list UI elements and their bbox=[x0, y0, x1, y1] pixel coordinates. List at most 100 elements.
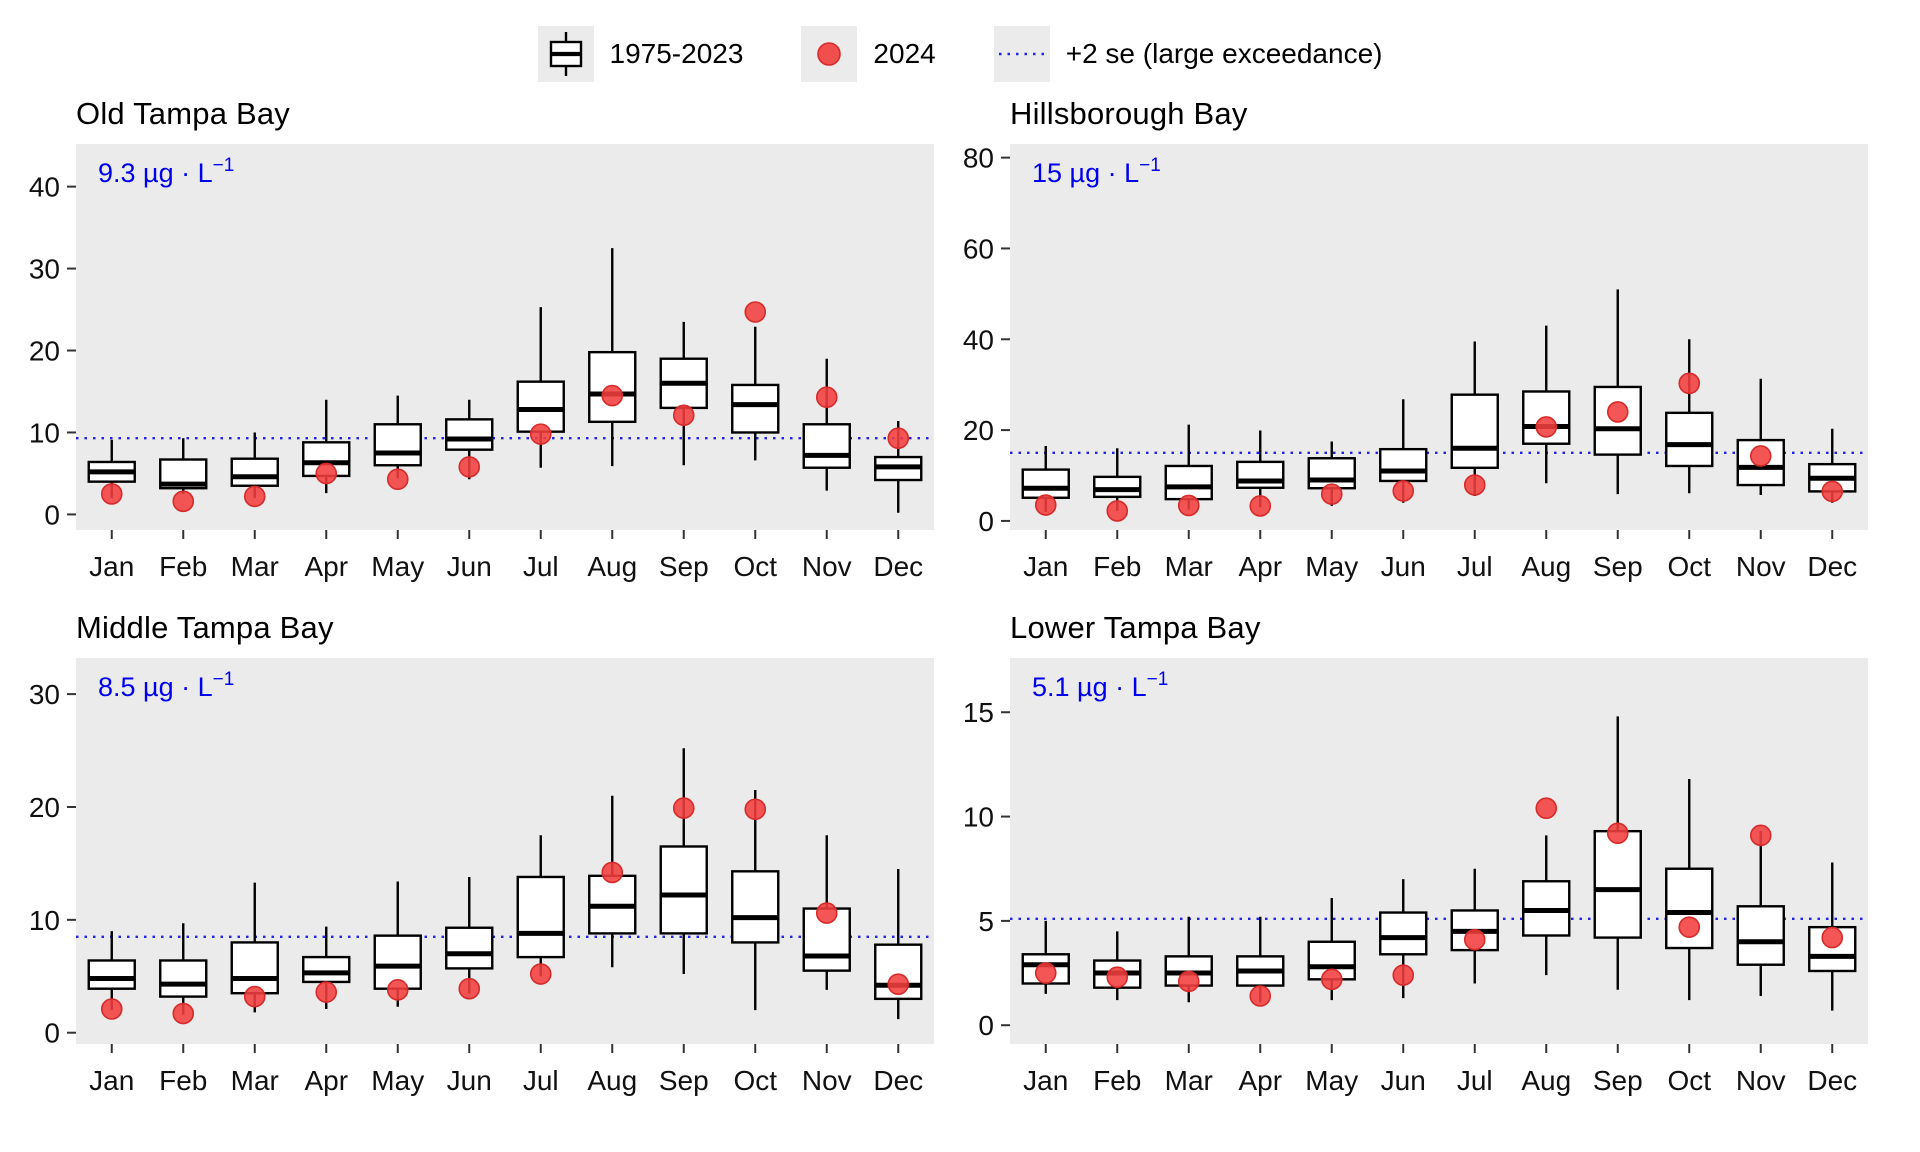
x-tick-label: Dec bbox=[1807, 551, 1857, 582]
panel-lower-tampa-bay: Lower Tampa Bay 0 5 10 15 5.1 µg · L−1 Jan Feb… bbox=[952, 610, 1900, 1107]
boxplot-apr bbox=[1236, 430, 1285, 508]
y-tick-label: 80 bbox=[963, 143, 994, 174]
boxplot-may bbox=[373, 395, 422, 479]
x-tick-label: Aug bbox=[587, 551, 637, 582]
dot-2024-jul bbox=[1463, 474, 1486, 496]
iqr-box bbox=[731, 383, 780, 434]
x-tick-label: Jan bbox=[89, 551, 134, 582]
legend-label-threshold: +2 se (large exceedance) bbox=[1065, 38, 1383, 69]
threshold-annotation: 5.1 µg · L−1 bbox=[1032, 669, 1168, 702]
x-tick-label: Jul bbox=[523, 551, 559, 582]
y-tick-label: 10 bbox=[29, 417, 60, 448]
dot-2024-aug bbox=[1535, 797, 1558, 820]
dot-2024-dec bbox=[1821, 480, 1844, 503]
plot-background bbox=[1010, 658, 1868, 1044]
x-tick-label: Oct bbox=[733, 551, 777, 582]
x-tick-label: Jul bbox=[1457, 1065, 1493, 1096]
dot-2024-mar bbox=[243, 985, 266, 1008]
boxplot-may bbox=[1307, 897, 1356, 1001]
iqr-box bbox=[1665, 411, 1714, 468]
x-tick-label: Jan bbox=[1023, 551, 1068, 582]
y-tick-label: 40 bbox=[29, 172, 60, 203]
threshold-annotation: 8.5 µg · L−1 bbox=[98, 669, 234, 702]
dot-2024-jun bbox=[1392, 964, 1415, 986]
dot-2024-may bbox=[1320, 968, 1343, 991]
dot-2024-jan bbox=[100, 483, 123, 505]
iqr-box bbox=[373, 423, 422, 467]
y-tick-label: 0 bbox=[978, 1010, 994, 1041]
x-tick-label: Oct bbox=[1667, 551, 1711, 582]
boxplot-jul bbox=[516, 835, 565, 977]
dot-2024-oct bbox=[1678, 916, 1701, 938]
iqr-box bbox=[1593, 385, 1642, 456]
dot-2024-mar bbox=[1177, 494, 1200, 517]
iqr-box bbox=[445, 418, 494, 451]
panel-hillsborough-bay: Hillsborough Bay 0 20 40 60 80 15 µg · L−1 Jan… bbox=[952, 96, 1900, 593]
dot-2024-feb bbox=[1106, 500, 1129, 522]
boxplot-sep bbox=[1593, 289, 1642, 495]
dot-2024-sep bbox=[1606, 822, 1629, 845]
x-tick-label: Jun bbox=[447, 1065, 492, 1096]
panel-title: Old Tampa Bay bbox=[76, 96, 290, 131]
y-tick-label: 0 bbox=[978, 506, 994, 537]
boxplot-may bbox=[1307, 441, 1356, 506]
panel-title: Hillsborough Bay bbox=[1010, 96, 1248, 131]
y-tick-label: 10 bbox=[29, 905, 60, 936]
x-tick-label: Nov bbox=[1736, 1065, 1786, 1096]
legend-label-2024: 2024 bbox=[873, 38, 936, 69]
dot-2024-nov bbox=[1749, 445, 1772, 467]
dot-2024-dec bbox=[887, 427, 910, 450]
boxplot-mar bbox=[1164, 424, 1213, 510]
boxplot-jan bbox=[87, 439, 136, 499]
panel-old-tampa-bay: Old Tampa Bay 0 10 20 30 40 9.3 µg · L−1 Jan Fe… bbox=[18, 96, 966, 593]
y-tick-label: 20 bbox=[29, 336, 60, 367]
x-tick-label: Feb bbox=[159, 551, 207, 582]
iqr-box bbox=[230, 457, 279, 487]
y-tick-label: 0 bbox=[44, 1018, 60, 1049]
panel-middle-tampa-bay: Middle Tampa Bay 0 10 20 30 8.5 µg · L−1 Jan F… bbox=[18, 610, 966, 1107]
iqr-box bbox=[1236, 460, 1285, 489]
dot-2024-sep bbox=[672, 797, 695, 819]
iqr-box bbox=[1164, 464, 1213, 501]
legend-item-threshold: +2 se (large exceedance) bbox=[993, 26, 1383, 82]
boxplot-nov bbox=[802, 358, 851, 491]
x-tick-label: Sep bbox=[1593, 551, 1643, 582]
x-tick-label: Jan bbox=[89, 1065, 134, 1096]
x-tick-label: Nov bbox=[1736, 551, 1786, 582]
panel-title: Lower Tampa Bay bbox=[1010, 610, 1261, 645]
iqr-box bbox=[731, 870, 780, 944]
x-tick-label: Apr bbox=[1238, 1065, 1282, 1096]
dot-2024-apr bbox=[1249, 985, 1272, 1007]
x-tick-label: Sep bbox=[659, 551, 709, 582]
x-tick-label: May bbox=[1305, 551, 1358, 582]
dot-2024-sep bbox=[672, 404, 695, 427]
x-tick-label: Feb bbox=[1093, 551, 1141, 582]
boxplot-nov bbox=[1736, 831, 1785, 997]
x-tick-label: Sep bbox=[1593, 1065, 1643, 1096]
x-tick-label: Dec bbox=[873, 1065, 923, 1096]
boxplot-mar bbox=[230, 882, 279, 1013]
y-tick-label: 30 bbox=[29, 254, 60, 285]
y-tick-label: 20 bbox=[29, 792, 60, 823]
x-tick-label: Feb bbox=[159, 1065, 207, 1096]
boxplot-chart-middle-tampa-bay: 0 10 20 30 8.5 µg · L−1 Jan Feb Mar Apr May Jun Jul… bbox=[29, 658, 934, 1096]
dot-2024-jun bbox=[1392, 480, 1415, 502]
x-tick-label: May bbox=[371, 551, 424, 582]
dot-2024-feb bbox=[172, 1002, 195, 1025]
boxplot-jun bbox=[445, 876, 494, 994]
x-tick-label: Oct bbox=[733, 1065, 777, 1096]
iqr-box bbox=[1450, 393, 1499, 469]
dot-2024-oct bbox=[1678, 372, 1701, 395]
iqr-box bbox=[230, 941, 279, 995]
dot-2024-nov bbox=[1749, 824, 1772, 847]
x-tick-label: Jun bbox=[1381, 1065, 1426, 1096]
y-tick-label: 30 bbox=[29, 679, 60, 710]
y-tick-label: 0 bbox=[44, 499, 60, 530]
iqr-box bbox=[1379, 911, 1428, 956]
boxplot-oct bbox=[731, 326, 780, 461]
x-tick-label: Apr bbox=[304, 1065, 348, 1096]
y-tick-label: 40 bbox=[963, 324, 994, 355]
dot-2024-may bbox=[1320, 483, 1343, 505]
dot-2024-mar bbox=[243, 485, 266, 508]
